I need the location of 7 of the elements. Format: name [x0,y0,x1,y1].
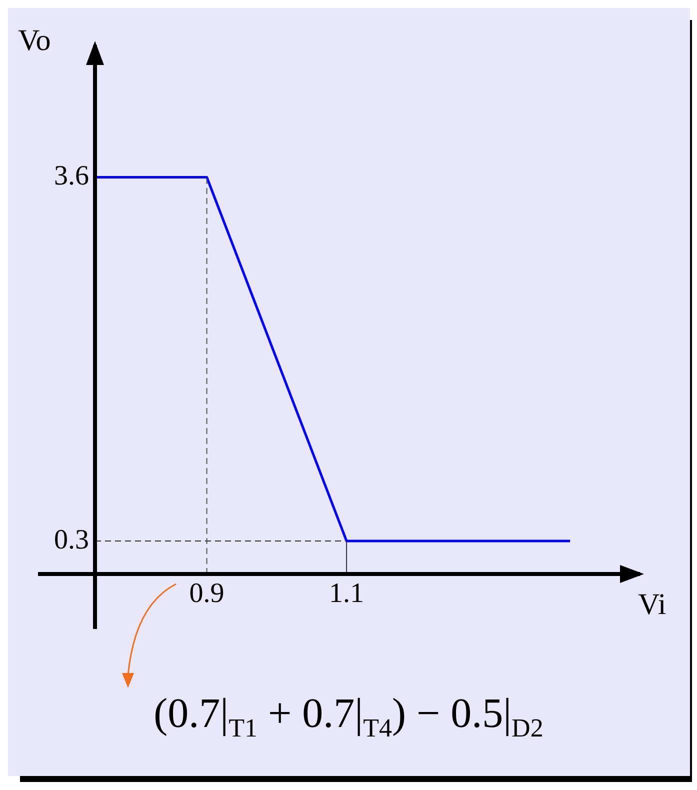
text: (0.7|$_{T1}$ + 0.7|$_{T4}$) − 0.5|$_{D2}$ [152,690,544,744]
x-axis-title: Vi [638,588,666,622]
x-tick-label: 1.1 [329,578,364,610]
y-tick-label: 3.6 [54,160,89,192]
y-axis-title: Vo [18,24,51,58]
x-tick-label: 0.9 [189,578,224,610]
y-tick-label: 0.3 [54,524,89,556]
